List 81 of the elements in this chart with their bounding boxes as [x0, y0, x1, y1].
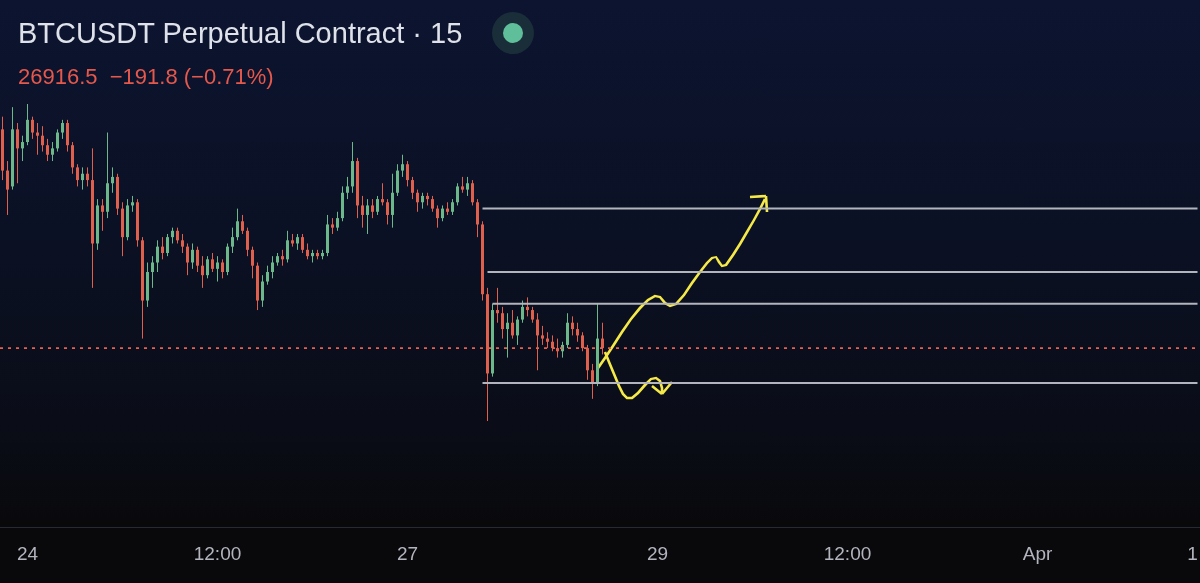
- candlestick: [211, 252, 214, 273]
- candlestick: [151, 255, 154, 289]
- candlestick: [76, 163, 79, 187]
- candlestick: [521, 300, 524, 324]
- candlestick: [61, 119, 64, 140]
- candlestick: [191, 242, 194, 270]
- candlestick: [36, 122, 39, 156]
- candlestick: [416, 189, 419, 213]
- candlestick: [396, 163, 399, 197]
- candlestick: [506, 312, 509, 359]
- x-tick-label: 24: [16, 543, 39, 565]
- candlestick: [336, 211, 339, 232]
- candlestick: [51, 141, 54, 162]
- candlestick: [476, 198, 479, 238]
- x-tick-label: 1: [1187, 543, 1198, 565]
- candlestick: [286, 230, 289, 263]
- candlestick: [251, 246, 254, 279]
- candlestick: [71, 141, 74, 175]
- candlestick: [411, 176, 414, 200]
- candlestick: [386, 198, 389, 225]
- chart-subtitle: 26916.5 −191.8 (−0.71%): [18, 64, 274, 90]
- candlestick: [196, 246, 199, 273]
- candlestick: [201, 255, 204, 289]
- candlestick: [156, 239, 159, 273]
- candlestick: [221, 258, 224, 279]
- x-tick-label: 12:00: [193, 543, 242, 565]
- candlestick: [21, 135, 24, 162]
- candlestick: [496, 287, 499, 324]
- candlestick: [456, 182, 459, 206]
- candlestick: [166, 233, 169, 257]
- candlestick: [516, 315, 519, 346]
- candlestick: [41, 125, 44, 153]
- candlestick: [571, 315, 574, 336]
- candlestick: [161, 236, 164, 260]
- candlestick: [366, 198, 369, 235]
- candlestick: [66, 119, 69, 153]
- candlestick: [591, 363, 594, 400]
- candlestick: [241, 214, 244, 235]
- candlestick: [6, 160, 9, 216]
- candlestick: [391, 173, 394, 229]
- candlestick: [236, 208, 239, 241]
- candlestick: [436, 204, 439, 229]
- x-tick-label: 27: [396, 543, 419, 565]
- candlestick: [301, 233, 304, 254]
- candlestick: [111, 166, 114, 194]
- candlestick: [401, 154, 404, 178]
- candlestick: [371, 198, 374, 219]
- candlestick: [406, 160, 409, 187]
- chart-title: BTCUSDT Perpetual Contract · 15: [18, 16, 463, 50]
- candlestick: [216, 255, 219, 283]
- candlestick: [181, 233, 184, 254]
- candlestick: [566, 312, 569, 349]
- candlestick: [86, 166, 89, 187]
- candlestick: [576, 322, 579, 343]
- candlestick: [186, 242, 189, 276]
- candlestick: [261, 274, 264, 308]
- candlestick: [376, 195, 379, 216]
- candlestick: [361, 195, 364, 229]
- candlestick: [346, 176, 349, 200]
- candlestick: [266, 265, 269, 286]
- x-tick-label: 29: [646, 543, 669, 565]
- candlestick: [526, 296, 529, 317]
- candlestick: [26, 104, 29, 146]
- candlestick: [471, 179, 474, 206]
- candlestick: [81, 166, 84, 191]
- candlestick: [501, 306, 504, 340]
- x-tick-label: 12:00: [823, 543, 872, 565]
- candlestick: [271, 255, 274, 279]
- x-tick-label: Apr: [1022, 543, 1053, 565]
- candlestick: [541, 325, 544, 346]
- candlestick: [16, 122, 19, 184]
- candlestick: [511, 309, 514, 340]
- candlestick: [206, 255, 209, 279]
- candlestick: [56, 128, 59, 153]
- candlestick: [246, 227, 249, 257]
- candlestick: [231, 227, 234, 254]
- candlestick: [466, 176, 469, 197]
- candlestick: [381, 182, 384, 206]
- candlestick: [46, 138, 49, 162]
- candlestick: [101, 198, 104, 232]
- candlestick: [31, 116, 34, 140]
